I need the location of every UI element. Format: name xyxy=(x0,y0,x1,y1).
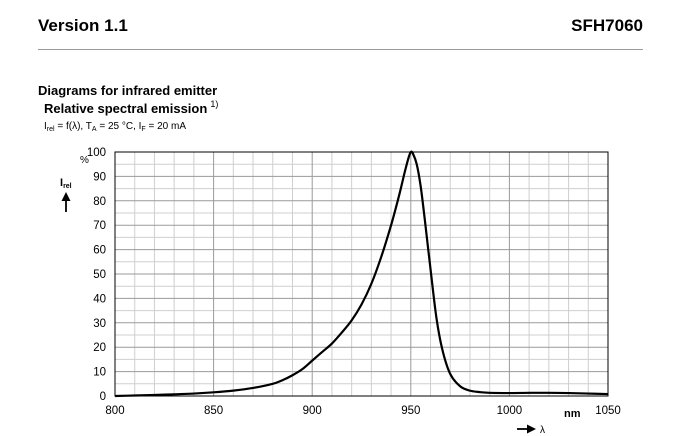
cond-func: = f(λ), T xyxy=(54,121,92,132)
cond-irel: I xyxy=(44,121,47,132)
x-tick-label: 850 xyxy=(204,405,223,417)
y-unit-label: % xyxy=(80,155,89,166)
chart-title: Relative spectral emission 1) xyxy=(44,99,218,116)
cond-if-sub: F xyxy=(141,126,146,133)
y-axis-label: Irel xyxy=(60,177,72,190)
y-axis-label-main: I xyxy=(60,177,63,189)
x-axis-label: λ xyxy=(540,425,545,436)
chart-title-footnote: 1) xyxy=(210,99,219,109)
x-tick-label: 1000 xyxy=(497,405,523,417)
document-version: Version 1.1 xyxy=(38,16,128,35)
chart-title-text: Relative spectral emission xyxy=(44,101,208,116)
header-divider xyxy=(38,49,643,50)
x-unit-label: nm xyxy=(564,408,581,420)
cond-if-val: = 20 mA xyxy=(145,121,187,132)
y-tick-label: 90 xyxy=(93,171,106,183)
x-tick-labels: 800 850 900 950 1000 1050 xyxy=(105,405,620,417)
y-tick-label: 0 xyxy=(100,391,106,403)
y-tick-label: 30 xyxy=(93,318,106,330)
y-tick-labels: 0 10 20 30 40 50 60 70 80 90 100 xyxy=(87,147,106,403)
section-title: Diagrams for infrared emitter xyxy=(38,83,218,98)
cond-ta-sub: A xyxy=(91,126,97,133)
part-number: SFH7060 xyxy=(571,16,643,35)
chart-conditions: Irel = f(λ), TA = 25 °C, IF = 20 mA xyxy=(44,121,186,133)
y-tick-label: 40 xyxy=(93,293,106,305)
x-axis-arrow-icon xyxy=(517,424,536,434)
plot-frame xyxy=(114,151,609,397)
y-tick-label: 20 xyxy=(93,342,106,354)
y-tick-label: 60 xyxy=(93,245,106,257)
y-tick-label: 80 xyxy=(93,196,106,208)
y-axis-label-sub: rel xyxy=(63,183,72,190)
x-tick-label: 800 xyxy=(105,405,124,417)
cond-ta-val: = 25 °C, I xyxy=(96,121,142,132)
y-tick-label: 10 xyxy=(93,367,106,379)
x-tick-label: 900 xyxy=(303,405,322,417)
y-tick-label: 100 xyxy=(87,147,106,159)
series-line xyxy=(114,150,609,398)
y-tick-label: 50 xyxy=(93,269,106,281)
y-axis-arrow-icon xyxy=(61,192,71,212)
x-tick-label: 950 xyxy=(401,405,420,417)
y-tick-label: 70 xyxy=(93,220,106,232)
cond-irel-sub: rel xyxy=(46,126,55,133)
x-tick-label: 1050 xyxy=(595,405,621,417)
